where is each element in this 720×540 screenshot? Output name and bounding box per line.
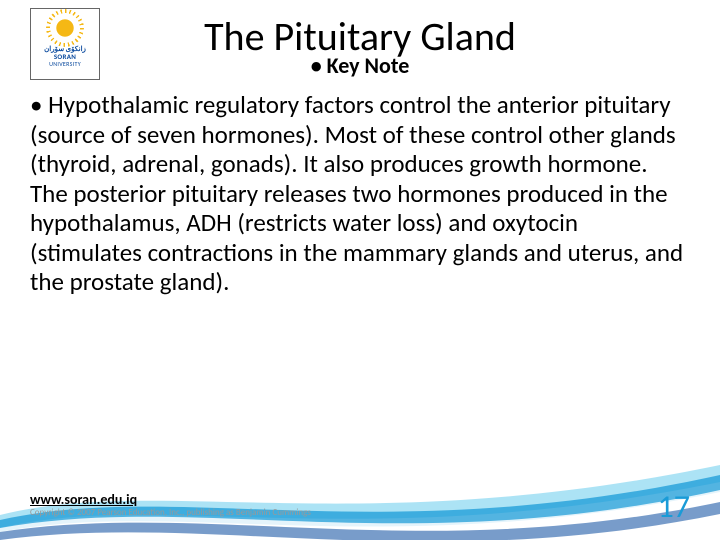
page-number: 17: [658, 487, 690, 526]
slide: زانكۆی سۆران SORAN UNIVERSITY The Pituit…: [0, 0, 720, 540]
copyright-text: Copyright © 2007 Pearson Education, Inc.…: [30, 507, 311, 518]
slide-subtitle: • Key Note: [0, 52, 720, 79]
body-text-content: • Hypothalamic regulatory factors contro…: [30, 90, 690, 297]
decorative-swoosh: [0, 420, 720, 540]
body-paragraph: • Hypothalamic regulatory factors contro…: [30, 90, 690, 297]
footer-link[interactable]: www.soran.edu.iq: [30, 491, 137, 508]
